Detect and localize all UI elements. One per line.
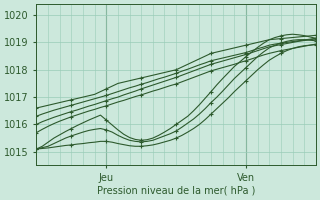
- X-axis label: Pression niveau de la mer( hPa ): Pression niveau de la mer( hPa ): [97, 186, 255, 196]
